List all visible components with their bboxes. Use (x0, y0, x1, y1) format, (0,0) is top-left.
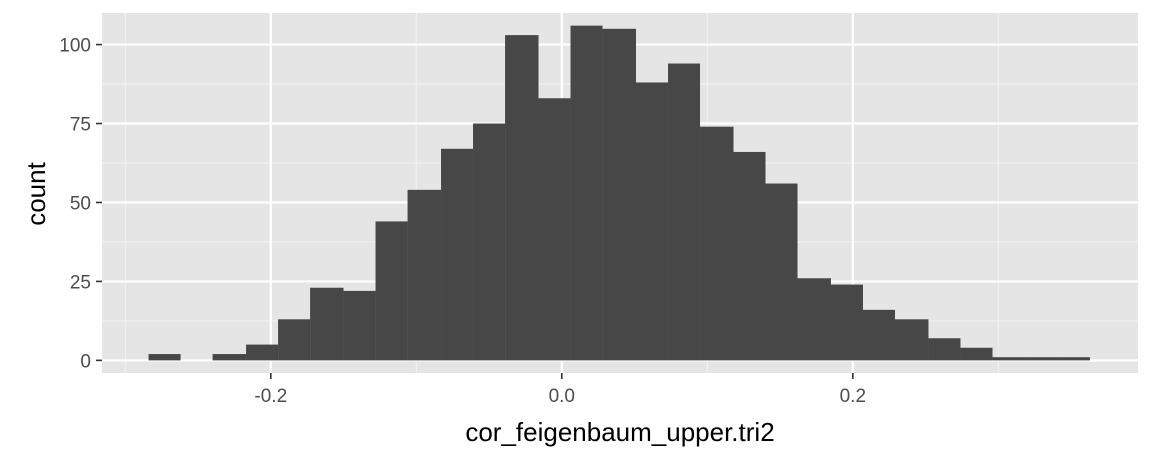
histogram-bar (473, 123, 506, 361)
histogram-bar (895, 319, 929, 361)
histogram-bar (246, 344, 279, 361)
histogram-bar (700, 126, 734, 361)
histogram-bar (960, 347, 993, 361)
y-tick-label: 0 (80, 351, 91, 372)
x-tick-label: 0.0 (549, 386, 575, 407)
x-axis-title: cor_feigenbaum_upper.tri2 (465, 417, 774, 447)
histogram-bar (765, 183, 798, 361)
histogram-bar (992, 357, 1026, 361)
x-axis: -0.2 0.0 0.2 (254, 373, 866, 407)
histogram-bar (505, 35, 539, 361)
y-tick-label: 50 (70, 193, 91, 214)
histogram-bar (310, 287, 344, 361)
y-axis: 0 25 50 75 100 (59, 36, 102, 372)
y-tick-label: 75 (70, 115, 91, 136)
histogram-bar (830, 284, 863, 361)
histogram-bar (441, 148, 474, 361)
histogram-bar (602, 28, 637, 361)
x-tick-label: 0.2 (840, 386, 866, 407)
histogram-bar (636, 82, 669, 361)
histogram-bars (148, 25, 1090, 361)
histogram-bar (1057, 357, 1090, 361)
histogram-bar (928, 338, 961, 361)
y-tick-label: 100 (59, 36, 91, 57)
histogram-bar (375, 221, 408, 361)
histogram-bar (148, 354, 181, 361)
y-axis-title: count (21, 161, 51, 225)
histogram-bar (343, 290, 376, 361)
histogram-bar (733, 151, 766, 361)
histogram-bar (862, 309, 896, 361)
y-tick-label: 25 (70, 272, 91, 293)
histogram-bar (668, 63, 701, 361)
x-tick-label: -0.2 (254, 386, 287, 407)
histogram-bar (538, 98, 571, 361)
histogram-bar (570, 25, 603, 361)
histogram-bar (1025, 357, 1058, 361)
histogram-bar (407, 189, 442, 361)
histogram-bar (797, 278, 831, 361)
histogram-bar (212, 354, 247, 361)
histogram-bar (278, 319, 311, 361)
